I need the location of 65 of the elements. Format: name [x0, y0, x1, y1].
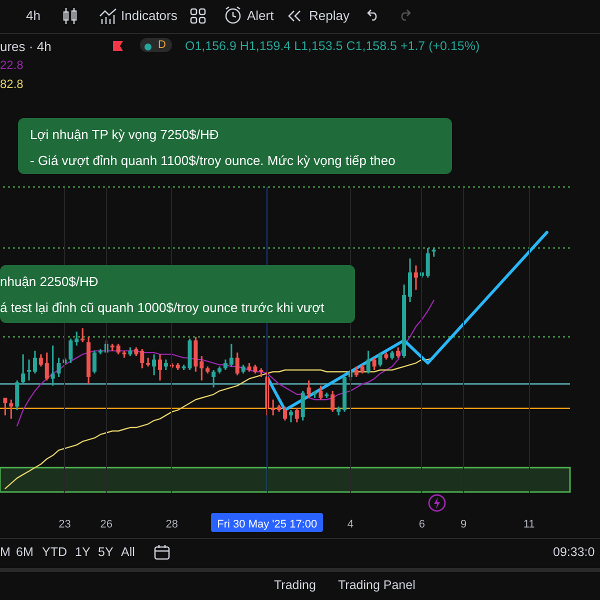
chart-subtitle: O1,156.9 H1,159.4 L1,153.5 C1,158.5 +1.7 (+0.15%) — [185, 39, 480, 53]
candlestick — [235, 352, 240, 376]
candlestick — [116, 343, 120, 356]
candlestick — [283, 406, 287, 422]
x-tick-label: 11 — [523, 518, 535, 530]
text: 6M — [16, 545, 34, 559]
candlestick — [21, 354, 26, 385]
candlestick — [9, 398, 14, 420]
candlestick — [92, 350, 97, 374]
candlestick — [212, 369, 216, 388]
candlestick — [354, 366, 358, 378]
annotation: nhuận 2250$/HĐ — [0, 273, 100, 291]
text: 22.8 — [0, 58, 24, 72]
text: 1Y — [75, 545, 90, 559]
candlestick — [80, 327, 85, 343]
text: Alert — [247, 8, 274, 23]
candlestick — [294, 408, 299, 424]
candlestick — [318, 384, 323, 400]
text: Lợi nhuận TP kỳ vọng 7250$/HĐ — [30, 126, 220, 144]
candlestick — [3, 397, 8, 416]
x-tick-label: 23 — [58, 518, 71, 530]
candlestick — [372, 357, 376, 371]
x-tick-label: Fri 30 May '25 17:00 — [217, 518, 318, 530]
x-tick-label: 4 — [347, 518, 354, 530]
candlestick — [32, 350, 37, 374]
candlestick — [74, 330, 79, 346]
candlestick — [50, 344, 55, 386]
candlestick — [38, 354, 43, 368]
text: Replay — [309, 8, 350, 23]
candlestick — [396, 346, 400, 359]
text: All — [121, 545, 135, 559]
candlestick — [200, 355, 204, 382]
text: Trading — [274, 578, 316, 592]
text: 5Y — [98, 545, 114, 559]
text: D — [140, 38, 172, 52]
x-tick-label: 28 — [166, 518, 178, 530]
candlestick — [152, 354, 156, 376]
x-tick-label: 6 — [418, 518, 425, 530]
candlestick — [306, 380, 311, 399]
text: Indicators — [121, 8, 178, 23]
candlestick — [56, 357, 61, 378]
candlestick — [44, 352, 49, 382]
text: 82.8 — [0, 77, 24, 91]
candlestick — [68, 338, 73, 364]
candlestick — [288, 409, 293, 424]
text: - Giá vượt đỉnh quanh 1100$/troy ounce. Mức kỳ vọng tiếp theo — [30, 152, 396, 170]
text: Trading Panel — [338, 578, 416, 592]
candlestick — [164, 358, 168, 371]
text: 4h — [26, 8, 40, 23]
text: M — [0, 545, 10, 559]
x-tick-label: 9 — [460, 518, 467, 530]
chart-title: ures · 4h — [0, 39, 52, 54]
candlestick — [426, 247, 430, 278]
candlestick — [140, 348, 144, 370]
candlestick — [378, 352, 382, 368]
annotation: á test lại đỉnh cũ quanh 1000$/troy ounce trước khi vượt — [0, 299, 326, 317]
text: YTD — [42, 545, 67, 559]
text: 09:33:0 — [553, 545, 595, 559]
candlestick — [330, 390, 335, 413]
candlestick — [229, 343, 234, 368]
candlestick — [223, 358, 228, 371]
candlestick — [414, 264, 418, 291]
x-tick-label: 26 — [100, 518, 113, 530]
candlestick — [366, 350, 370, 374]
candlestick — [158, 354, 162, 382]
